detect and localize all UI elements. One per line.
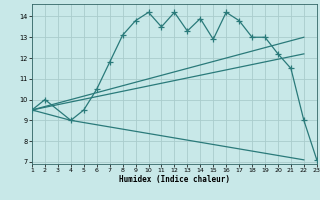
X-axis label: Humidex (Indice chaleur): Humidex (Indice chaleur)	[119, 175, 230, 184]
